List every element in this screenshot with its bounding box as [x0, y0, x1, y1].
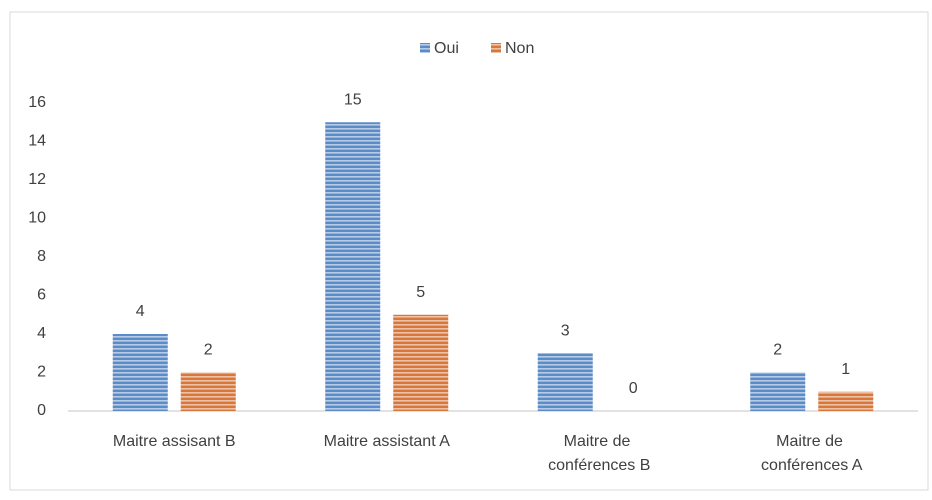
- data-label: 4: [136, 303, 145, 320]
- y-tick-label: 16: [28, 94, 46, 111]
- bar: [180, 372, 236, 411]
- y-tick-label: 10: [28, 210, 46, 227]
- data-label: 3: [561, 322, 570, 339]
- data-label: 1: [841, 361, 850, 378]
- y-tick-label: 4: [37, 325, 46, 342]
- y-tick-label: 12: [28, 171, 46, 188]
- legend-swatch: [420, 43, 430, 53]
- x-tick-label: Maitre assisant B: [113, 433, 236, 450]
- bar: [750, 372, 806, 411]
- bar: [393, 314, 449, 411]
- data-label: 0: [629, 380, 638, 397]
- legend-swatch: [491, 43, 501, 53]
- legend-label: Non: [505, 40, 534, 57]
- y-tick-label: 8: [37, 248, 46, 265]
- bar: [112, 334, 168, 411]
- x-tick-label: Maitre assistant A: [324, 433, 451, 450]
- bar: [325, 122, 381, 411]
- data-label: 2: [773, 342, 782, 359]
- data-label: 2: [204, 342, 213, 359]
- data-label: 5: [416, 284, 425, 301]
- chart-border: [9, 11, 929, 491]
- y-tick-label: 0: [37, 402, 46, 419]
- y-tick-label: 2: [37, 364, 46, 381]
- x-tick-label: Maitre de conférences B: [548, 433, 650, 474]
- data-label: 15: [344, 91, 362, 108]
- x-tick-label: Maitre de conférences A: [761, 433, 863, 474]
- bar: [537, 353, 593, 411]
- y-tick-label: 14: [28, 133, 46, 150]
- legend-label: Oui: [434, 40, 459, 57]
- bar: [818, 391, 874, 411]
- y-tick-label: 6: [37, 287, 46, 304]
